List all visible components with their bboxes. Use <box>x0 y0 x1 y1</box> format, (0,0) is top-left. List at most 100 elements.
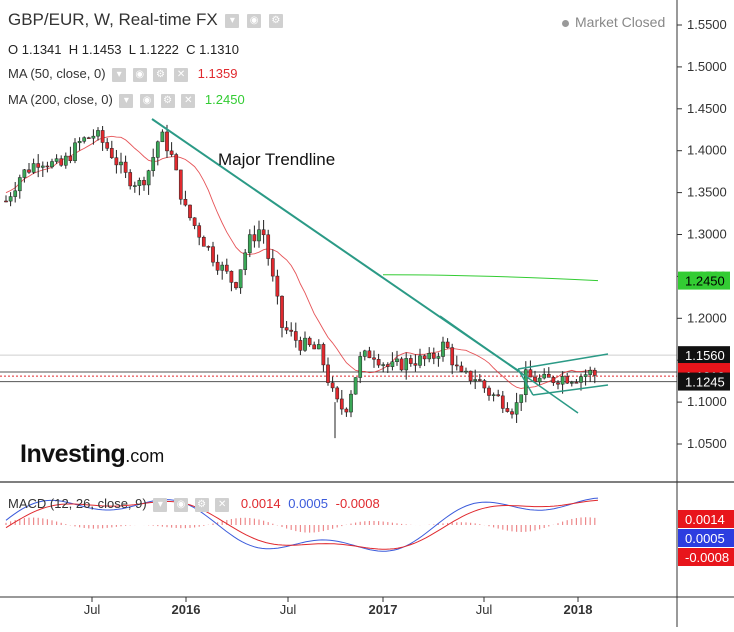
macd-label: MACD (12, 26, close, 9) <box>8 496 147 511</box>
eye-icon[interactable]: ◉ <box>247 13 262 28</box>
investing-logo: Investing.com <box>20 440 165 468</box>
candle-body <box>376 359 381 366</box>
x-tick-label: 2016 <box>172 602 201 617</box>
gear-icon[interactable]: ⚙ <box>194 497 209 512</box>
macd-value-1: 0.0014 <box>240 496 281 511</box>
candle-body <box>114 157 119 166</box>
status-dot-icon <box>562 19 569 27</box>
macd-legend: MACD (12, 26, close, 9) ▾ ◉ ⚙ ✕ 0.0014 0… <box>8 496 380 512</box>
candle-body <box>36 163 41 168</box>
eye-icon[interactable]: ◉ <box>173 497 188 512</box>
candle-body <box>454 364 459 367</box>
candles <box>4 124 597 439</box>
candle-body <box>142 180 146 186</box>
candle-body <box>408 358 413 364</box>
candle-body <box>344 408 349 413</box>
candle-body <box>500 395 505 409</box>
ma50-legend: MA (50, close, 0) ▾ ◉ ⚙ ✕ 1.1359 <box>8 66 237 82</box>
candle-body <box>339 398 344 410</box>
trendline-extension <box>439 315 579 414</box>
candle-body <box>123 161 128 173</box>
chevron-down-icon[interactable]: ▾ <box>112 67 127 82</box>
candle-body <box>211 246 215 263</box>
close-icon[interactable]: ✕ <box>174 67 189 82</box>
candle-body <box>418 355 422 366</box>
candle-body <box>528 369 533 378</box>
chevron-down-icon[interactable]: ▾ <box>153 497 168 512</box>
candle-body <box>496 394 501 397</box>
chevron-down-icon[interactable]: ▾ <box>119 93 134 108</box>
candle-body <box>261 229 266 236</box>
chart-title-row: GBP/EUR, W, Real-time FX ▾ ◉ ⚙ <box>8 10 283 30</box>
candle-body <box>505 408 510 412</box>
eye-icon[interactable]: ◉ <box>140 93 155 108</box>
candle-body <box>560 376 565 385</box>
candle-body <box>468 370 473 382</box>
macd-value-3: -0.0008 <box>335 496 380 511</box>
candle-body <box>395 358 399 362</box>
price-tags: 1.24501.15601.13591.13101.12450.00140.00… <box>678 271 734 566</box>
candle-body <box>165 131 169 152</box>
close-icon[interactable]: ✕ <box>181 93 196 108</box>
candle-body <box>330 382 335 389</box>
x-tick-label: Jul <box>280 602 297 617</box>
candle-body <box>183 198 188 206</box>
candle-body <box>4 200 8 203</box>
candle-body <box>201 236 206 247</box>
candle-body <box>22 169 27 178</box>
trendlines <box>151 118 609 414</box>
candle-body <box>477 379 482 381</box>
candle-body <box>40 165 45 168</box>
candle-body <box>326 364 330 383</box>
candle-body <box>303 337 307 351</box>
candle-body <box>243 252 248 270</box>
trendline-annotation: Major Trendline <box>218 150 336 169</box>
candle-body <box>257 229 261 242</box>
x-tick-label: 2018 <box>564 602 593 617</box>
macd-tag-label: 0.0005 <box>685 531 725 546</box>
candle-body <box>229 270 234 283</box>
candle-body <box>289 329 294 332</box>
signal-line <box>5 499 599 550</box>
candle-body <box>280 295 284 328</box>
candle-body <box>372 357 376 360</box>
price-tag <box>678 271 730 290</box>
candle-body <box>579 376 583 383</box>
candle-body <box>206 246 211 248</box>
macd-tag <box>678 529 734 547</box>
candle-body <box>275 275 280 297</box>
candle-body <box>91 135 96 139</box>
y-tick-label: 1.4500 <box>687 101 727 116</box>
gear-icon[interactable]: ⚙ <box>160 93 175 108</box>
channel-edge <box>517 368 534 396</box>
ma200-label: MA (200, close, 0) <box>8 92 113 107</box>
gear-icon[interactable]: ⚙ <box>153 67 168 82</box>
candle-body <box>569 382 574 384</box>
candle-body <box>335 387 340 400</box>
candle-body <box>109 148 114 158</box>
candle-body <box>436 356 441 359</box>
candle-body <box>293 331 298 341</box>
candle-body <box>197 225 202 238</box>
price-tag <box>678 346 730 365</box>
close-icon[interactable]: ✕ <box>215 497 230 512</box>
y-tick-label: 1.1000 <box>687 394 727 409</box>
candle-body <box>404 358 409 371</box>
gear-icon[interactable]: ⚙ <box>268 13 283 28</box>
chevron-down-icon[interactable]: ▾ <box>225 13 240 28</box>
candle-body <box>45 165 50 168</box>
eye-icon[interactable]: ◉ <box>132 67 147 82</box>
candle-body <box>178 169 183 200</box>
candle-body <box>119 161 123 166</box>
candle-body <box>86 137 91 139</box>
candle-body <box>413 363 418 366</box>
candle-body <box>450 347 455 366</box>
candle-body <box>68 155 73 161</box>
candle-body <box>321 344 326 366</box>
y-tick-label: 1.2000 <box>687 310 727 325</box>
candle-body <box>298 340 303 351</box>
candle-body <box>105 142 110 149</box>
candle-body <box>137 180 142 186</box>
